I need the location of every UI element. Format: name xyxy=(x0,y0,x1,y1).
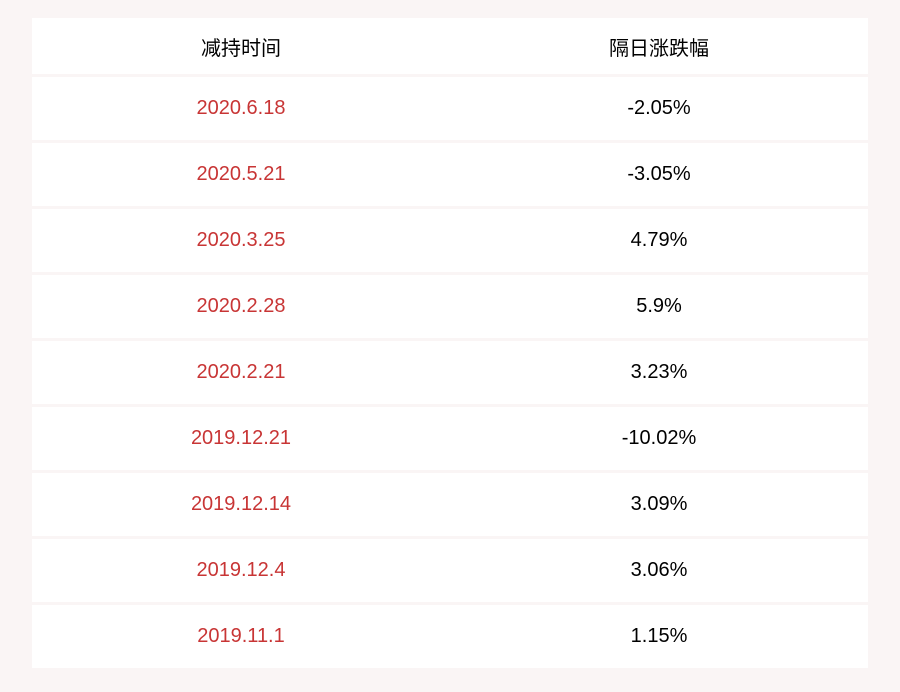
date-cell: 2019.12.21 xyxy=(32,427,450,450)
change-cell: 1.15% xyxy=(450,625,868,648)
column-header-change: 隔日涨跌幅 xyxy=(450,32,868,61)
date-cell: 2020.5.21 xyxy=(32,163,450,186)
date-cell: 2020.2.28 xyxy=(32,295,450,318)
table-header-row: 减持时间 隔日涨跌幅 xyxy=(32,18,868,74)
date-cell: 2020.6.18 xyxy=(32,97,450,120)
table-row: 2019.11.1 1.15% xyxy=(32,605,868,668)
table-row: 2020.3.25 4.79% xyxy=(32,209,868,272)
date-cell: 2019.11.1 xyxy=(32,625,450,648)
data-table: 减持时间 隔日涨跌幅 2020.6.18 -2.05% 2020.5.21 -3… xyxy=(32,18,868,668)
column-header-date: 减持时间 xyxy=(32,32,450,61)
change-cell: 3.23% xyxy=(450,361,868,384)
table-row: 2020.6.18 -2.05% xyxy=(32,77,868,140)
date-cell: 2020.2.21 xyxy=(32,361,450,384)
table-row: 2020.5.21 -3.05% xyxy=(32,143,868,206)
change-cell: -10.02% xyxy=(450,427,868,450)
change-cell: 4.79% xyxy=(450,229,868,252)
change-cell: -2.05% xyxy=(450,97,868,120)
change-cell: -3.05% xyxy=(450,163,868,186)
change-cell: 5.9% xyxy=(450,295,868,318)
table-row: 2019.12.21 -10.02% xyxy=(32,407,868,470)
change-cell: 3.06% xyxy=(450,559,868,582)
date-cell: 2020.3.25 xyxy=(32,229,450,252)
table-row: 2019.12.4 3.06% xyxy=(32,539,868,602)
change-cell: 3.09% xyxy=(450,493,868,516)
date-cell: 2019.12.4 xyxy=(32,559,450,582)
table-row: 2020.2.21 3.23% xyxy=(32,341,868,404)
date-cell: 2019.12.14 xyxy=(32,493,450,516)
table-row: 2020.2.28 5.9% xyxy=(32,275,868,338)
table-row: 2019.12.14 3.09% xyxy=(32,473,868,536)
